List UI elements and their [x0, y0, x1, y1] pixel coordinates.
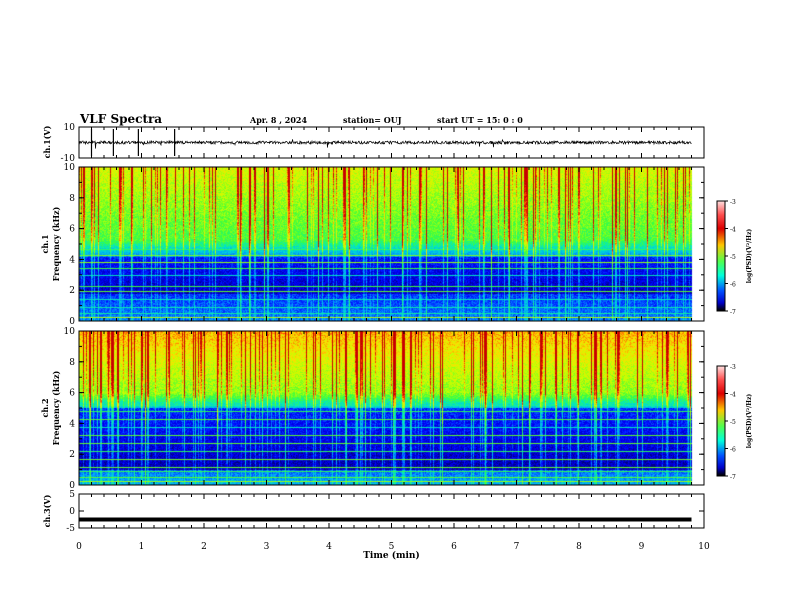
- x-axis-label: Time (min): [363, 550, 420, 561]
- y-tick-label: 0: [69, 481, 75, 491]
- ch1-colorbar-label: log(PSD)(V²/Hz): [746, 229, 753, 284]
- ch1-frequency-ylabel: Frequency (kHz): [51, 206, 61, 281]
- ch1-colorbar-frame: [716, 200, 726, 312]
- panel-frame: [78, 166, 705, 322]
- y-tick-label: 10: [64, 327, 76, 337]
- ch3-waveform-ylabel: ch.3(V): [42, 494, 52, 527]
- ch2-colorbar-label: log(PSD)(V²/Hz): [746, 394, 753, 449]
- ch1-waveform-line: [78, 138, 692, 149]
- x-tick-label: 10: [698, 542, 710, 552]
- y-tick-label: 6: [69, 225, 75, 235]
- y-tick-label: 4: [69, 419, 75, 429]
- ch2-colorbar-tick-label: -3: [730, 364, 736, 371]
- x-tick-label: 9: [639, 542, 645, 552]
- ch2-frequency-ylabel: Frequency (kHz): [51, 370, 61, 445]
- date-label: Apr. 8 , 2024: [250, 115, 308, 125]
- y-tick-label: 0: [69, 507, 75, 517]
- x-tick-label: 1: [139, 542, 145, 552]
- x-tick-label: 6: [451, 542, 457, 552]
- ch1-channel-label: ch.1: [40, 234, 50, 253]
- ch1-colorbar-tick-label: -3: [730, 199, 736, 206]
- y-tick-label: 4: [69, 255, 75, 265]
- y-tick-label: 5: [69, 490, 75, 500]
- ch1-colorbar: [717, 201, 725, 311]
- start-time-label: start UT = 15: 0 : 0: [437, 115, 523, 125]
- x-tick-label: 7: [514, 542, 520, 552]
- station-label: station= OUJ: [343, 115, 402, 125]
- y-tick-label: 8: [69, 194, 75, 204]
- ch2-colorbar-tick-label: -5: [730, 419, 736, 426]
- ch2-colorbar-frame: [716, 365, 726, 477]
- ch2-channel-label: ch.2: [40, 398, 50, 417]
- y-tick-label: 0: [69, 317, 75, 327]
- x-tick-label: 8: [576, 542, 582, 552]
- ch1-spectrogram-image: [79, 167, 696, 321]
- y-tick-label: -5: [66, 524, 75, 534]
- y-tick-label: 10: [64, 123, 76, 133]
- ch2-colorbar: [717, 366, 725, 476]
- ch2-colorbar-tick-label: -4: [730, 392, 736, 399]
- y-tick-label: -10: [61, 154, 76, 164]
- y-tick-label: 2: [69, 286, 75, 296]
- x-tick-label: 0: [76, 542, 82, 552]
- ch1-colorbar-tick-label: -7: [730, 309, 736, 316]
- ch1-colorbar-tick-label: -4: [730, 227, 736, 234]
- ch3-waveform-line: [79, 517, 692, 522]
- ch2-colorbar-tick-label: -6: [730, 447, 736, 454]
- ch1-waveform-ylabel: ch.1(V): [42, 125, 52, 158]
- y-tick-label: 2: [69, 450, 75, 460]
- figure-title: VLF Spectra: [80, 112, 163, 126]
- panel-frame: [78, 330, 705, 486]
- x-tick-label: 4: [326, 542, 332, 552]
- x-tick-label: 2: [201, 542, 207, 552]
- ch2-colorbar-tick-label: -7: [730, 474, 736, 481]
- ch1-colorbar-tick-label: -6: [730, 282, 736, 289]
- x-tick-label: 5: [389, 542, 395, 552]
- y-tick-label: 6: [69, 389, 75, 399]
- ch2-spectrogram-image: [79, 331, 696, 485]
- panel-frame: [78, 493, 705, 529]
- ch1-colorbar-tick-label: -5: [730, 254, 736, 261]
- y-tick-label: 8: [69, 358, 75, 368]
- y-tick-label: 10: [64, 163, 76, 173]
- x-tick-label: 3: [264, 542, 270, 552]
